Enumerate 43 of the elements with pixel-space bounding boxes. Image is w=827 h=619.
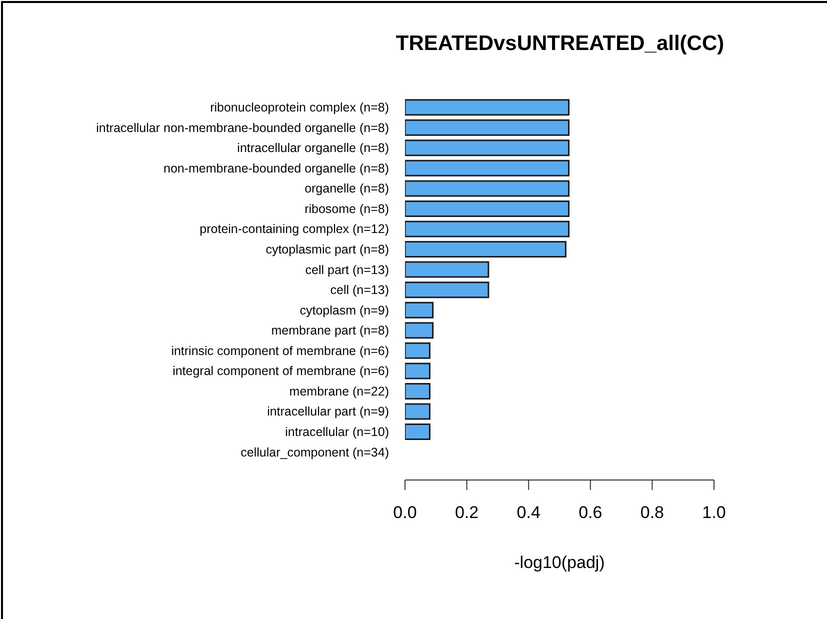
bar [405,322,434,339]
bar [405,424,430,440]
x-tick-label: 1.0 [702,503,726,522]
y-tick-label: cell part (n=13) [305,262,389,277]
x-tick-label: 0.4 [516,503,540,522]
bar [405,342,430,359]
y-tick-label: cellular_component (n=34) [240,445,389,460]
x-tick-label: 0.0 [393,503,417,522]
bar [405,99,570,116]
y-tick-label: cytoplasm (n=9) [300,303,389,318]
bar [405,180,570,197]
y-tick-label: cell (n=13) [330,283,389,298]
x-axis-title: -log10(padj) [513,553,606,573]
x-tick-label: 0.6 [578,503,602,522]
y-tick-label: membrane (n=22) [289,384,389,398]
y-tick-label: membrane part (n=8) [271,324,389,338]
y-tick-label: organelle (n=8) [304,182,389,196]
bar [405,302,434,318]
bar [405,282,490,298]
y-tick-label: intracellular organelle (n=8) [237,141,389,156]
y-tick-label: integral component of membrane (n=6) [172,364,389,378]
y-tick-label: ribonucleoprotein complex (n=8) [210,100,389,115]
y-tick-label: intracellular non-membrane-bounded organelle (n=8) [96,120,389,135]
x-tick-label: 0.8 [640,503,664,522]
y-tick-label: intracellular part (n=9) [267,404,389,419]
bar [405,140,570,156]
bar [405,241,566,258]
bar [405,382,430,400]
bar [405,220,570,238]
y-tick-label: ribosome (n=8) [304,202,389,216]
chart-title: TREATEDvsUNTREATED_all(CC) [394,32,726,56]
bar [405,119,570,136]
y-tick-label: intrinsic component of membrane (n=6) [171,344,389,358]
bar [405,160,570,176]
bar [405,200,570,217]
y-tick-label: non-membrane-bounded organelle (n=8) [164,161,389,176]
y-tick-label: cytoplasmic part (n=8) [266,242,389,257]
bar [405,261,490,278]
y-tick-label: intracellular (n=10) [285,425,389,440]
bar [405,403,430,420]
bar [405,362,430,380]
x-tick-label: 0.2 [454,503,479,522]
y-tick-label: protein-containing complex (n=12) [200,222,389,236]
